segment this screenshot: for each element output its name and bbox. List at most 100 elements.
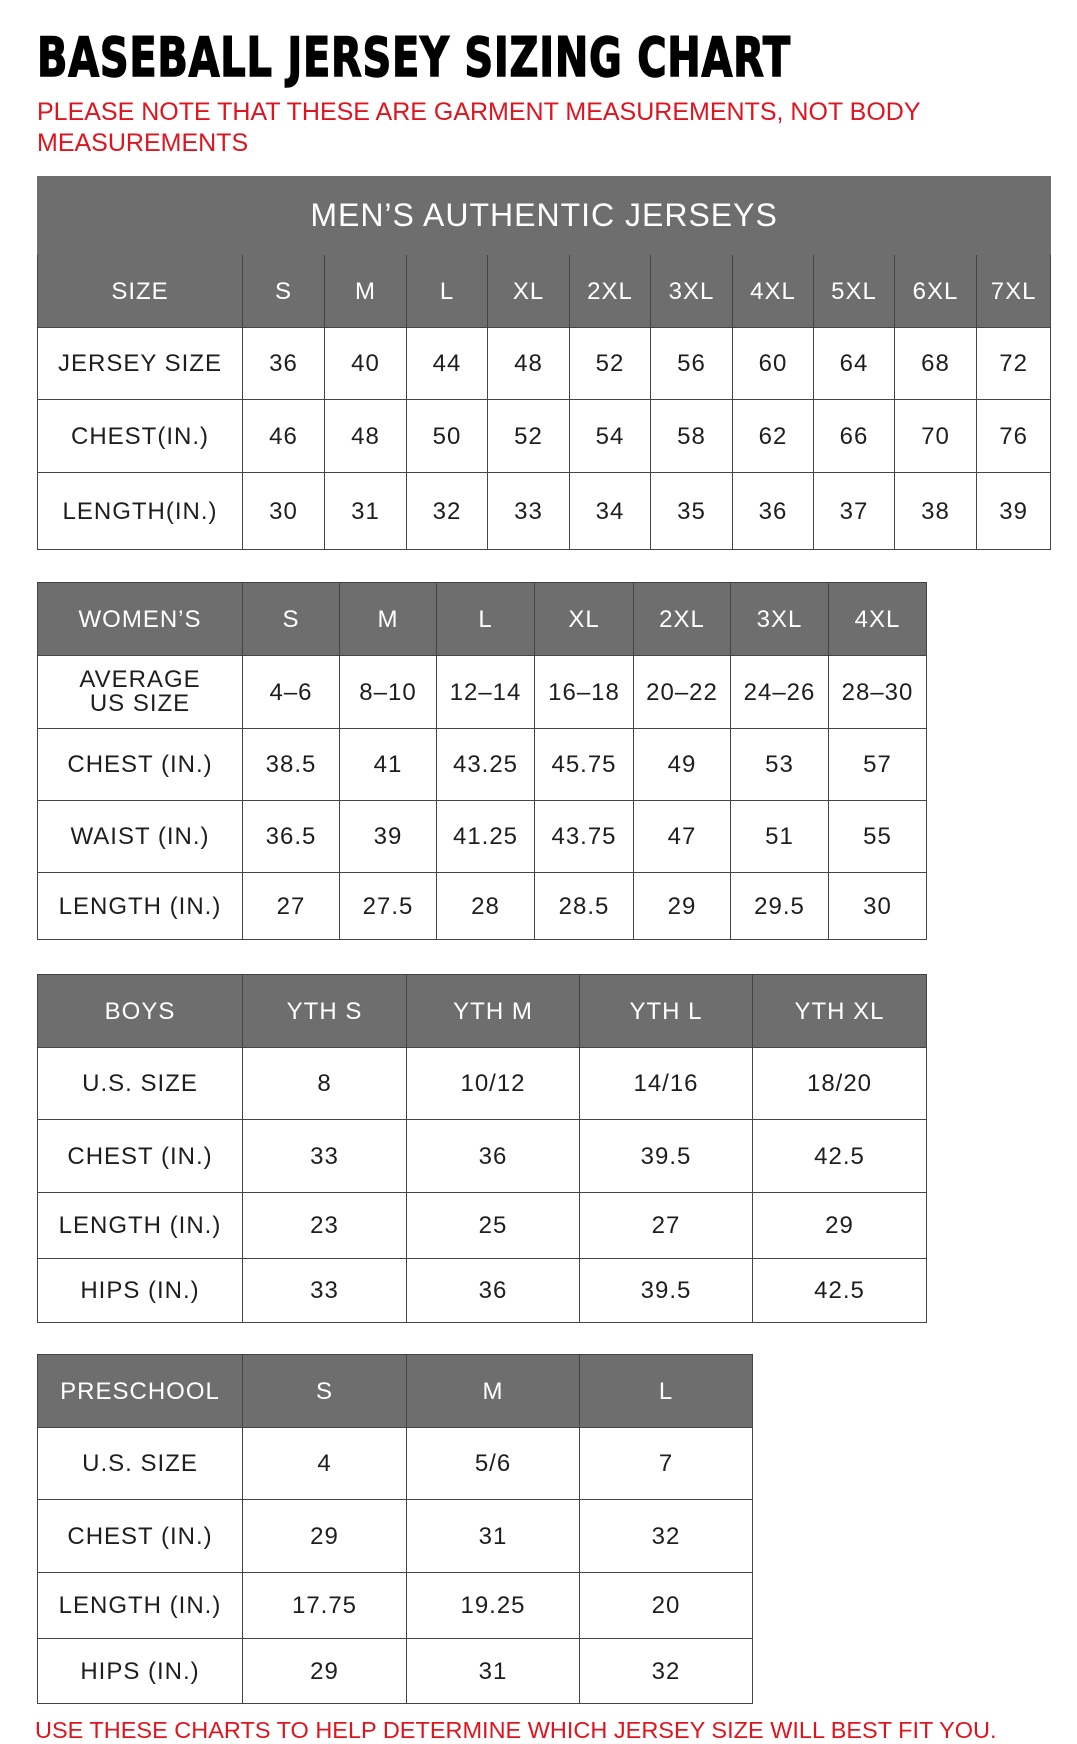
table-cell: 33 [487,472,570,550]
garment-note: PLEASE NOTE THAT THESE ARE GARMENT MEASU… [37,98,921,157]
table-cell: 43.25 [436,728,535,801]
table-row: LENGTH (IN.) 27 27.5 28 28.5 29 29.5 30 [37,872,927,940]
size-header: 5XL [813,254,895,328]
row-label: CHEST(IN.) [37,399,243,473]
table-cell: 46 [242,399,325,473]
table-cell: 55 [828,800,927,873]
table-cell: 49 [633,728,731,801]
row-label: WAIST (IN.) [37,800,243,873]
table-cell: 32 [579,1638,753,1704]
size-header: 6XL [894,254,977,328]
table-cell: 29 [633,872,731,940]
table-cell: 4 [242,1427,407,1500]
table-cell: 57 [828,728,927,801]
row-label: JERSEY SIZE [37,327,243,400]
table-cell: 28 [436,872,535,940]
table-cell: 16–18 [534,655,634,729]
table-cell: 38.5 [242,728,340,801]
table-cell: 41 [339,728,437,801]
row-label: LENGTH(IN.) [37,472,243,550]
table-cell: 36 [406,1258,580,1323]
table-cell: 36 [406,1119,580,1193]
row-label: CHEST (IN.) [37,728,243,801]
table-cell: 33 [242,1258,407,1323]
table-cell: 24–26 [730,655,829,729]
table-cell: 39 [339,800,437,873]
size-header: 3XL [650,254,733,328]
table-cell: 64 [813,327,895,400]
table-cell: 37 [813,472,895,550]
table-cell: 8–10 [339,655,437,729]
table-cell: 12–14 [436,655,535,729]
size-header: 4XL [828,582,927,656]
table-row: LENGTH(IN.) 30 31 32 33 34 35 36 37 38 39 [37,472,1052,550]
size-header: L [579,1354,753,1428]
size-header: M [339,582,437,656]
size-header: 2XL [633,582,731,656]
table-cell: 18/20 [752,1047,927,1120]
table-cell: 36 [732,472,814,550]
size-header: YTH XL [752,974,927,1048]
table-cell: 23 [242,1192,407,1259]
preschool-table: PRESCHOOL S M L U.S. SIZE 4 5/6 7 CHEST (IN.) 29 3… [37,1354,753,1704]
table-cell: 19.25 [406,1572,580,1639]
size-header: YTH L [579,974,753,1048]
size-header: 2XL [569,254,651,328]
table-cell: 20–22 [633,655,731,729]
table-cell: 54 [569,399,651,473]
size-header: 3XL [730,582,829,656]
boys-table: BOYS YTH S YTH M YTH L YTH XL U.S. SIZE 8 10/12… [37,974,927,1323]
table-row: HIPS (IN.) 29 31 32 [37,1638,753,1704]
table-cell: 36.5 [242,800,340,873]
row-label: CHEST (IN.) [37,1499,243,1573]
table-cell: 33 [242,1119,407,1193]
table-cell: 44 [406,327,488,400]
table-cell: 42.5 [752,1258,927,1323]
size-header: YTH S [242,974,407,1048]
table-cell: 27.5 [339,872,437,940]
page-title: BASEBALL JERSEY SIZING CHART [36,25,791,90]
table-cell: 30 [828,872,927,940]
size-header: S [242,582,340,656]
table-cell: 34 [569,472,651,550]
table-cell: 56 [650,327,733,400]
table-cell: 35 [650,472,733,550]
table-cell: 27 [242,872,340,940]
table-cell: 58 [650,399,733,473]
size-header: 4XL [732,254,814,328]
header-row: SIZE S M L XL 2XL 3XL 4XL 5XL 6XL 7XL [37,254,1052,328]
table-cell: 40 [324,327,407,400]
table-row: U.S. SIZE 4 5/6 7 [37,1427,753,1500]
table-cell: 66 [813,399,895,473]
table-cell: 41.25 [436,800,535,873]
size-header: L [406,254,488,328]
table-row: LENGTH (IN.) 23 25 27 29 [37,1192,927,1259]
size-header: S [242,254,325,328]
table-cell: 10/12 [406,1047,580,1120]
table-cell: 72 [975,327,1052,400]
table-cell: 31 [406,1499,580,1573]
size-header: S [242,1354,407,1428]
table-cell: 52 [569,327,651,400]
size-header: YTH M [406,974,580,1048]
row-label: LENGTH (IN.) [37,1192,243,1259]
table-cell: 29 [242,1499,407,1573]
row-label: U.S. SIZE [37,1047,243,1120]
row-label: AVERAGE US SIZE [37,655,243,729]
table-cell: 32 [406,472,488,550]
table-cell: 20 [579,1572,753,1639]
table-row: JERSEY SIZE 36 40 44 48 52 56 60 64 68 72 [37,327,1052,400]
table-cell: 30 [242,472,325,550]
table-cell: 28–30 [828,655,927,729]
table-cell: 76 [975,399,1052,473]
table-cell: 31 [324,472,407,550]
table-cell: 39 [975,472,1052,550]
table-cell: 53 [730,728,829,801]
table-cell: 43.75 [534,800,634,873]
table-cell: 39.5 [579,1258,753,1323]
header-row: WOMEN’S S M L XL 2XL 3XL 4XL [37,582,927,656]
table-cell: 48 [487,327,570,400]
table-cell: 17.75 [242,1572,407,1639]
table-label: PRESCHOOL [37,1354,243,1428]
table-cell: 32 [579,1499,753,1573]
